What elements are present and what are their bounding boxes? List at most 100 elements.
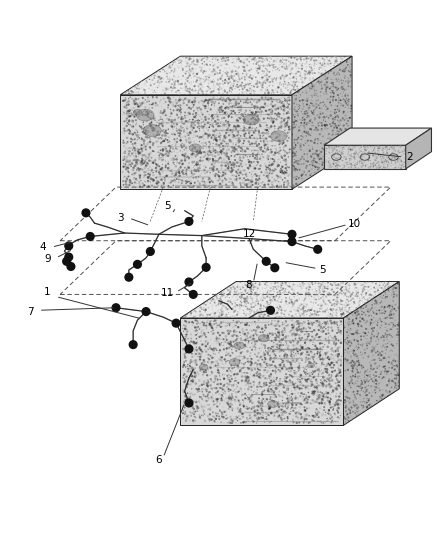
Point (307, 151, 314, 159)
Point (294, 341, 301, 349)
Point (179, 176, 186, 185)
Point (223, 152, 230, 161)
Point (241, 297, 248, 305)
Point (224, 60, 231, 69)
Point (279, 408, 286, 417)
Point (394, 151, 401, 159)
Point (268, 136, 276, 145)
Point (337, 361, 344, 369)
Point (360, 293, 367, 301)
Point (186, 55, 193, 64)
Point (346, 309, 353, 317)
Point (292, 110, 299, 119)
Point (279, 330, 286, 339)
Point (304, 95, 311, 104)
Point (327, 83, 334, 92)
Point (203, 397, 210, 405)
Point (208, 393, 215, 401)
Point (339, 150, 346, 158)
Point (344, 319, 351, 327)
Point (193, 330, 200, 339)
Point (248, 74, 255, 82)
Point (356, 148, 363, 157)
Point (221, 132, 228, 140)
Point (264, 126, 271, 134)
Point (357, 351, 364, 359)
Point (283, 109, 290, 118)
Point (165, 93, 172, 102)
Point (252, 366, 259, 374)
Point (227, 284, 234, 292)
Point (276, 305, 283, 313)
Point (254, 82, 261, 91)
Point (276, 287, 283, 295)
Point (229, 312, 236, 320)
Point (283, 119, 290, 127)
Point (151, 176, 158, 184)
Point (389, 285, 396, 294)
Point (344, 340, 351, 348)
Point (385, 284, 392, 293)
Point (371, 364, 378, 373)
Point (217, 293, 224, 301)
Point (362, 299, 369, 308)
Point (138, 141, 145, 150)
Point (276, 348, 283, 356)
Point (326, 374, 333, 382)
Point (233, 57, 240, 66)
Point (276, 329, 283, 337)
Point (230, 126, 237, 134)
Point (291, 367, 298, 375)
Point (299, 310, 306, 318)
Point (326, 377, 333, 385)
Point (296, 290, 303, 298)
Point (332, 71, 339, 79)
Point (129, 104, 136, 112)
Point (297, 282, 304, 290)
Point (186, 387, 193, 396)
Point (265, 130, 272, 138)
Point (286, 283, 293, 292)
Point (332, 159, 339, 167)
Point (244, 79, 251, 88)
Point (191, 166, 198, 174)
Point (247, 302, 254, 311)
Point (201, 169, 208, 177)
Point (336, 351, 343, 359)
Point (200, 67, 207, 76)
Circle shape (185, 345, 193, 353)
Point (319, 379, 326, 388)
Point (179, 160, 186, 168)
Point (225, 155, 232, 163)
Point (247, 279, 254, 288)
Point (264, 86, 271, 94)
Point (221, 302, 228, 310)
Point (182, 353, 189, 362)
Point (304, 410, 311, 419)
Point (384, 164, 391, 172)
Point (319, 369, 326, 377)
Point (252, 283, 259, 292)
Point (221, 86, 228, 95)
Point (290, 366, 297, 375)
Point (278, 86, 285, 94)
Point (270, 351, 277, 359)
Point (261, 386, 268, 394)
Point (251, 407, 258, 415)
Point (315, 370, 322, 379)
Point (286, 289, 293, 297)
Point (301, 76, 308, 85)
Point (221, 79, 228, 87)
Point (256, 397, 263, 405)
Point (345, 95, 352, 103)
Point (272, 392, 279, 401)
Circle shape (185, 217, 193, 225)
Point (368, 346, 375, 354)
Point (359, 340, 366, 349)
Point (326, 398, 333, 407)
Point (268, 173, 276, 182)
Point (269, 82, 276, 90)
Point (250, 60, 257, 68)
Point (217, 373, 224, 381)
Point (146, 163, 153, 171)
